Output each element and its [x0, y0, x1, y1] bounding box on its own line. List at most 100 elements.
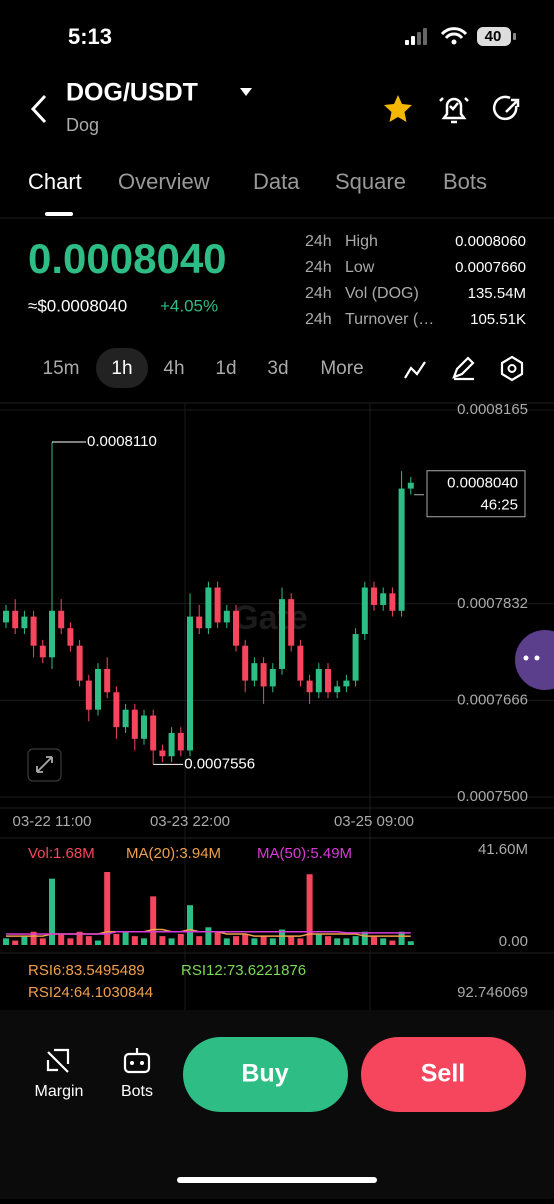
candle-body [352, 634, 359, 681]
bots-icon[interactable] [123, 1048, 151, 1074]
favorite-button[interactable] [384, 95, 412, 122]
volume-bar [260, 936, 267, 945]
tab[interactable]: Bots [443, 169, 487, 194]
share-button[interactable] [492, 95, 520, 121]
volume-bar [49, 878, 55, 945]
alert-button[interactable] [439, 97, 469, 124]
candle-body [187, 616, 193, 751]
candle-body [260, 663, 267, 687]
indicator-button[interactable] [404, 361, 426, 379]
x-tick-label: 03-23 22:00 [150, 813, 230, 830]
candle-body [58, 610, 65, 629]
candle-body [315, 668, 322, 693]
volume-bar [407, 941, 414, 945]
pair-title[interactable]: DOG/USDT [66, 79, 198, 107]
floating-assistant[interactable] [515, 630, 554, 690]
y-tick-label: 0.0007500 [457, 788, 528, 805]
stat-value: 105.51K [470, 311, 526, 328]
signal-icon [405, 28, 427, 45]
interval[interactable]: 15m [43, 358, 80, 379]
settings-dot [507, 364, 517, 373]
buy-label[interactable]: Buy [241, 1060, 288, 1088]
volume-bar [168, 938, 175, 945]
candle-body [67, 628, 74, 646]
pair-dropdown[interactable] [240, 88, 252, 96]
candle-body [251, 663, 258, 681]
x-tick-label: 03-25 09:00 [334, 813, 414, 830]
margin-button[interactable]: Margin [35, 1083, 84, 1100]
stat-value: 0.0008060 [455, 233, 526, 250]
margin-icon[interactable] [46, 1048, 70, 1073]
battery [477, 27, 511, 46]
candle-body [159, 750, 166, 757]
volume-bar [315, 933, 322, 945]
settings-button[interactable] [500, 355, 524, 382]
tab[interactable]: Data [253, 169, 300, 194]
rsi12: RSI12:73.6221876 [181, 962, 306, 979]
candle-body [113, 692, 120, 728]
candle-body [288, 599, 295, 646]
volume-bar [196, 936, 203, 945]
interval[interactable]: 3d [267, 358, 288, 379]
candle-body [214, 587, 221, 623]
candle-body [39, 645, 46, 658]
buy-button[interactable] [183, 1037, 348, 1112]
interval[interactable]: More [320, 358, 363, 379]
battery-tip [513, 33, 516, 40]
tab[interactable]: Overview [118, 169, 210, 194]
rsi-tick: 92.746069 [457, 984, 528, 1001]
tab[interactable]: Square [335, 169, 406, 194]
fullscreen-button[interactable] [27, 748, 62, 782]
candle-body [141, 715, 147, 739]
volume-bar [12, 940, 19, 945]
watermark: Gate [232, 599, 308, 637]
volume-bar [389, 940, 396, 945]
candle-body [380, 593, 387, 605]
candle-body [12, 610, 19, 629]
interval[interactable]: 1h [111, 358, 132, 379]
sell-label[interactable]: Sell [421, 1060, 465, 1088]
candle-body [297, 645, 304, 681]
volume-bar [343, 938, 350, 945]
interval[interactable]: 1d [215, 358, 236, 379]
volume-bar [113, 933, 120, 945]
volume-bar [398, 931, 405, 945]
bots-button[interactable]: Bots [121, 1083, 153, 1100]
interval[interactable]: 4h [163, 358, 184, 379]
x-tick-label: 03-22 11:00 [13, 813, 92, 830]
price-tag-label: 0.0008040 [447, 475, 518, 492]
high-label: 0.0008110 [87, 433, 157, 450]
candle-body [205, 587, 212, 629]
volume-bar [279, 929, 285, 945]
candle-body [131, 709, 138, 739]
draw-button[interactable] [452, 356, 475, 381]
volume-bar [76, 931, 83, 945]
volume-bar [104, 872, 111, 945]
back-button[interactable] [30, 94, 47, 124]
rsi6: RSI6:83.5495489 [28, 962, 145, 979]
volume-bar [39, 938, 46, 945]
candle-body [389, 593, 396, 611]
candle-body [306, 680, 313, 693]
y-tick-label: 0.00 [499, 933, 528, 950]
volume-bar [361, 931, 368, 945]
candle-body [233, 610, 239, 646]
volume-bar [214, 931, 221, 945]
volume-bar [242, 933, 249, 945]
stat-label: Turnover (… [345, 311, 434, 328]
volume-bar [334, 938, 341, 945]
tab[interactable]: Chart [28, 169, 82, 194]
volume-bar [85, 936, 92, 945]
bots-eye [140, 1061, 144, 1065]
stat-label: Vol (DOG) [345, 285, 419, 302]
volume-bar [150, 896, 157, 945]
volume-bar [122, 931, 129, 945]
vol-legend: Vol:1.68M [28, 845, 95, 862]
sell-button[interactable] [361, 1037, 526, 1112]
bots-eye [130, 1061, 134, 1065]
candle-body [361, 587, 368, 635]
candle-body [242, 645, 249, 681]
volume-bar [371, 936, 377, 945]
